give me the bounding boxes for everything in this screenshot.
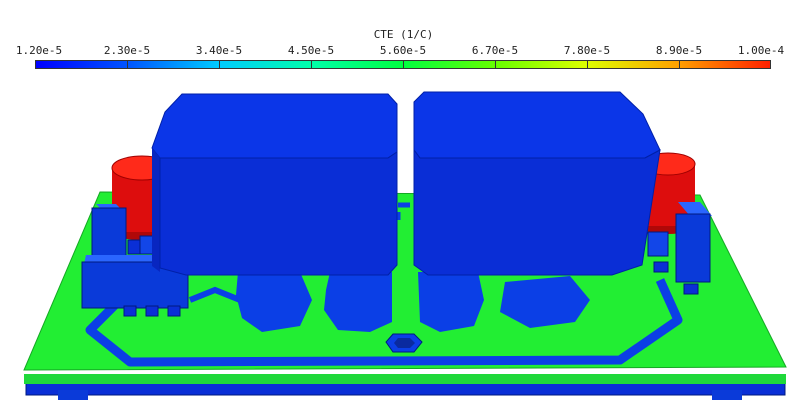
transformer-right-body: [413, 148, 661, 276]
colorbar-tick-mark: [127, 60, 128, 69]
board-edge: [24, 374, 786, 384]
legend-tick-label: 1.20e-5: [15, 44, 63, 57]
small-component-left-2: [127, 239, 141, 255]
header-pin-2: [145, 305, 159, 317]
legend-tick-label: 4.50e-5: [287, 44, 335, 57]
trace-outer: [85, 278, 683, 367]
legend-tick-label: 2.30e-5: [103, 44, 151, 57]
legend-tick-label: 6.70e-5: [471, 44, 519, 57]
small-component-right-3: [683, 283, 699, 295]
legend-tick-label: 1.00e-4: [737, 44, 785, 57]
legend-tick-label: 8.90e-5: [655, 44, 703, 57]
legend-tick-label: 5.60e-5: [379, 44, 427, 57]
trace-center: [395, 202, 410, 220]
trace-inner-left: [188, 286, 242, 303]
pad-1: [236, 272, 312, 332]
colorbar-tick-mark: [679, 60, 680, 69]
connector-right: [675, 213, 711, 283]
board-foot-left: [58, 390, 88, 400]
colorbar-tick-mark: [403, 60, 404, 69]
connector-right-top: [678, 202, 712, 216]
transformer-right-top: [413, 91, 661, 159]
colorbar-tick-mark: [311, 60, 312, 69]
legend-tick-label: 3.40e-5: [195, 44, 243, 57]
board-foot-right: [712, 390, 742, 400]
legend-tick-label: 7.80e-5: [563, 44, 611, 57]
transformer-left-body: [159, 151, 398, 276]
mounting-hole-inner: [394, 338, 415, 348]
header-pin-3: [167, 305, 181, 317]
header-pin-1: [123, 305, 137, 317]
pad-3: [418, 272, 484, 332]
transformer-left-side: [152, 148, 160, 272]
transformer-left-top: [151, 93, 398, 159]
small-component-right-1: [647, 231, 669, 257]
connector-left: [91, 207, 127, 259]
legend-title: CTE (1/C): [373, 28, 434, 41]
colorbar-tick-mark: [587, 60, 588, 69]
colorbar-tick-mark: [495, 60, 496, 69]
pad-4: [500, 276, 590, 328]
pad-2: [324, 272, 392, 332]
small-component-right-2: [653, 261, 669, 273]
colorbar-tick-mark: [219, 60, 220, 69]
